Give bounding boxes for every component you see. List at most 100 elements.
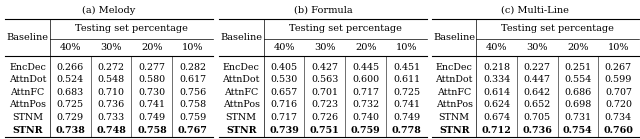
Text: 0.624: 0.624 — [483, 100, 510, 109]
Text: AttnFC: AttnFC — [437, 88, 471, 97]
Text: 20%: 20% — [567, 43, 589, 52]
Text: 0.729: 0.729 — [57, 113, 84, 122]
Text: 0.267: 0.267 — [605, 63, 632, 72]
Text: Baseline: Baseline — [6, 33, 49, 42]
Text: 40%: 40% — [273, 43, 295, 52]
Text: AttnPos: AttnPos — [436, 100, 473, 109]
Text: 0.749: 0.749 — [138, 113, 166, 122]
Text: 0.698: 0.698 — [564, 100, 591, 109]
Text: 0.218: 0.218 — [483, 63, 510, 72]
Text: 0.614: 0.614 — [483, 88, 510, 97]
Text: 0.754: 0.754 — [563, 126, 593, 135]
Text: 0.599: 0.599 — [605, 75, 632, 84]
Text: 0.524: 0.524 — [57, 75, 84, 84]
Text: 0.759: 0.759 — [179, 113, 206, 122]
Text: 0.725: 0.725 — [57, 100, 84, 109]
Text: 0.712: 0.712 — [482, 126, 511, 135]
Text: 0.741: 0.741 — [393, 100, 420, 109]
Text: 0.740: 0.740 — [352, 113, 379, 122]
Text: 0.652: 0.652 — [524, 100, 551, 109]
Text: 0.707: 0.707 — [605, 88, 632, 97]
Text: 20%: 20% — [141, 43, 163, 52]
Text: 0.683: 0.683 — [56, 88, 84, 97]
Text: 0.563: 0.563 — [311, 75, 339, 84]
Text: AttnFC: AttnFC — [10, 88, 45, 97]
Text: 0.548: 0.548 — [97, 75, 125, 84]
Text: 0.530: 0.530 — [270, 75, 298, 84]
Text: 0.701: 0.701 — [311, 88, 339, 97]
Text: 10%: 10% — [608, 43, 629, 52]
Text: 30%: 30% — [314, 43, 335, 52]
Text: 10%: 10% — [182, 43, 204, 52]
Text: 40%: 40% — [486, 43, 508, 52]
Text: 0.738: 0.738 — [55, 126, 85, 135]
Text: Baseline: Baseline — [433, 33, 476, 42]
Text: 0.733: 0.733 — [97, 113, 125, 122]
Text: 0.227: 0.227 — [524, 63, 551, 72]
Text: 0.736: 0.736 — [97, 100, 125, 109]
Text: 0.749: 0.749 — [393, 113, 420, 122]
Text: 0.723: 0.723 — [311, 100, 339, 109]
Text: 0.725: 0.725 — [393, 88, 420, 97]
Text: 0.758: 0.758 — [137, 126, 167, 135]
Text: 0.734: 0.734 — [605, 113, 632, 122]
Text: 0.758: 0.758 — [179, 100, 206, 109]
Text: 0.277: 0.277 — [138, 63, 165, 72]
Text: Testing set percentage: Testing set percentage — [75, 24, 188, 33]
Text: 20%: 20% — [355, 43, 376, 52]
Text: STNR: STNR — [12, 126, 43, 135]
Text: 0.266: 0.266 — [56, 63, 84, 72]
Text: STNM: STNM — [12, 113, 43, 122]
Text: Baseline: Baseline — [220, 33, 262, 42]
Text: STNR: STNR — [439, 126, 470, 135]
Text: 0.617: 0.617 — [179, 75, 206, 84]
Text: 0.657: 0.657 — [270, 88, 298, 97]
Text: AttnDot: AttnDot — [223, 75, 260, 84]
Text: 0.759: 0.759 — [351, 126, 380, 135]
Text: 0.447: 0.447 — [524, 75, 551, 84]
Text: 0.427: 0.427 — [311, 63, 339, 72]
Text: 0.642: 0.642 — [524, 88, 551, 97]
Text: 0.251: 0.251 — [564, 63, 591, 72]
Text: AttnDot: AttnDot — [436, 75, 473, 84]
Text: 0.748: 0.748 — [96, 126, 126, 135]
Text: 0.730: 0.730 — [138, 88, 166, 97]
Text: 0.282: 0.282 — [179, 63, 206, 72]
Text: 0.741: 0.741 — [138, 100, 165, 109]
Text: 0.686: 0.686 — [564, 88, 591, 97]
Text: 0.726: 0.726 — [311, 113, 339, 122]
Text: 0.717: 0.717 — [352, 88, 379, 97]
Text: 0.736: 0.736 — [522, 126, 552, 135]
Text: STNR: STNR — [226, 126, 257, 135]
Text: 0.767: 0.767 — [178, 126, 207, 135]
Text: 0.445: 0.445 — [352, 63, 380, 72]
Text: 0.778: 0.778 — [392, 126, 421, 135]
Text: 0.732: 0.732 — [352, 100, 380, 109]
Text: 0.405: 0.405 — [271, 63, 298, 72]
Text: STNM: STNM — [439, 113, 470, 122]
Text: 0.751: 0.751 — [310, 126, 340, 135]
Text: 0.717: 0.717 — [271, 113, 298, 122]
Text: STNM: STNM — [226, 113, 257, 122]
Text: (b) Formula: (b) Formula — [294, 6, 352, 15]
Text: 30%: 30% — [527, 43, 548, 52]
Text: 0.451: 0.451 — [393, 63, 420, 72]
Text: 0.580: 0.580 — [138, 75, 166, 84]
Text: 0.716: 0.716 — [271, 100, 298, 109]
Text: EncDec: EncDec — [436, 63, 473, 72]
Text: (a) Melody: (a) Melody — [83, 6, 136, 15]
Text: Testing set percentage: Testing set percentage — [501, 24, 614, 33]
Text: 10%: 10% — [396, 43, 417, 52]
Text: 0.720: 0.720 — [605, 100, 632, 109]
Text: EncDec: EncDec — [223, 63, 260, 72]
Text: 0.731: 0.731 — [564, 113, 591, 122]
Text: 40%: 40% — [60, 43, 81, 52]
Text: 0.611: 0.611 — [393, 75, 420, 84]
Text: 0.674: 0.674 — [483, 113, 510, 122]
Text: (c) Multi-Line: (c) Multi-Line — [501, 6, 570, 15]
Text: 0.739: 0.739 — [269, 126, 299, 135]
Text: 0.272: 0.272 — [97, 63, 125, 72]
Text: AttnPos: AttnPos — [223, 100, 260, 109]
Text: 0.334: 0.334 — [483, 75, 510, 84]
Text: 0.760: 0.760 — [604, 126, 634, 135]
